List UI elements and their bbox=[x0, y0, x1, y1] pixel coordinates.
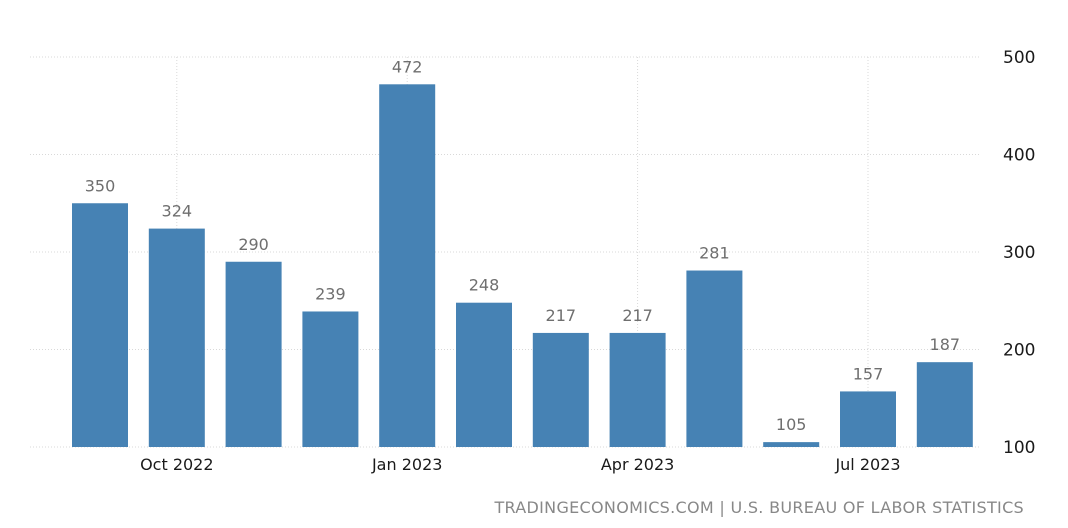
bar bbox=[302, 311, 359, 447]
data-label: 290 bbox=[238, 235, 269, 254]
bar bbox=[72, 203, 128, 447]
bar bbox=[532, 332, 589, 447]
data-label: 281 bbox=[699, 244, 730, 263]
y-tick-label: 400 bbox=[1003, 146, 1035, 166]
bar bbox=[609, 332, 666, 447]
y-tick-label: 200 bbox=[1003, 341, 1035, 361]
x-axis: Oct 2022 Jan 2023 Apr 2023 Jul 2023 bbox=[140, 455, 900, 474]
source-credit: TRADINGECONOMICS.COM | U.S. BUREAU OF LA… bbox=[494, 498, 1024, 517]
x-tick-label: Jul 2023 bbox=[834, 455, 900, 474]
bar bbox=[379, 84, 436, 448]
data-label: 157 bbox=[853, 364, 884, 383]
bar bbox=[763, 442, 820, 447]
data-label: 472 bbox=[392, 57, 423, 76]
data-label: 239 bbox=[315, 284, 346, 303]
x-tick-label: Oct 2022 bbox=[140, 455, 213, 474]
bars bbox=[72, 84, 973, 448]
y-tick-label: 500 bbox=[1003, 48, 1035, 68]
y-axis: 100 200 300 400 500 bbox=[1003, 48, 1035, 458]
bar bbox=[148, 228, 205, 447]
x-tick-label: Apr 2023 bbox=[601, 455, 674, 474]
data-label: 187 bbox=[930, 335, 961, 354]
bar bbox=[840, 391, 896, 447]
data-label: 350 bbox=[85, 176, 116, 195]
data-label: 324 bbox=[162, 202, 193, 221]
bar bbox=[916, 362, 973, 447]
y-tick-label: 300 bbox=[1003, 243, 1035, 263]
bar bbox=[686, 270, 743, 447]
data-label: 105 bbox=[776, 415, 807, 434]
bar bbox=[456, 302, 512, 447]
data-label: 217 bbox=[546, 306, 577, 325]
y-tick-label: 100 bbox=[1003, 438, 1035, 458]
data-labels: 350 324 290 239 472 248 217 217 281 105 157 187 bbox=[85, 57, 960, 434]
data-label: 217 bbox=[622, 306, 653, 325]
bar bbox=[225, 261, 282, 447]
x-tick-label: Jan 2023 bbox=[371, 455, 442, 474]
data-label: 248 bbox=[469, 276, 500, 295]
